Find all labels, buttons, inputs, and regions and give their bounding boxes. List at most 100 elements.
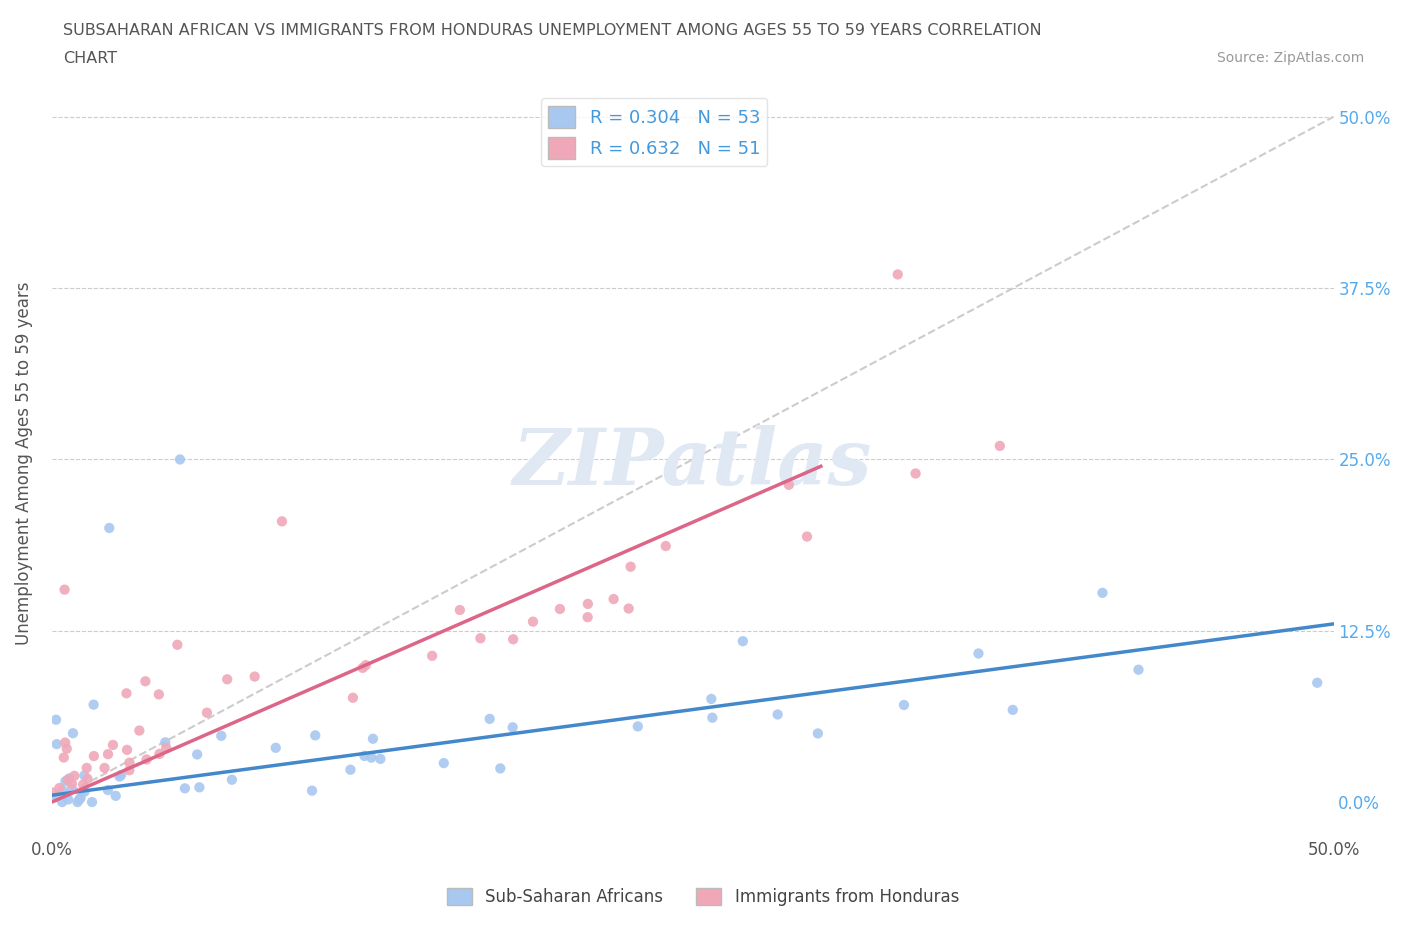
Point bbox=[370, 751, 392, 766]
Point bbox=[169, 452, 191, 467]
Point bbox=[778, 477, 800, 492]
Point bbox=[166, 637, 188, 652]
Point bbox=[101, 737, 124, 752]
Text: Source: ZipAtlas.com: Source: ZipAtlas.com bbox=[1216, 51, 1364, 65]
Point bbox=[188, 780, 211, 795]
Point bbox=[110, 767, 132, 782]
Point bbox=[80, 794, 103, 809]
Point bbox=[489, 761, 512, 776]
Point bbox=[1306, 675, 1329, 690]
Point bbox=[700, 692, 723, 707]
Point bbox=[66, 794, 89, 809]
Point bbox=[55, 741, 77, 756]
Point bbox=[967, 646, 990, 661]
Point bbox=[52, 751, 75, 765]
Point bbox=[108, 769, 131, 784]
Point bbox=[60, 777, 83, 791]
Point bbox=[301, 783, 323, 798]
Point bbox=[56, 792, 79, 807]
Point bbox=[44, 790, 66, 804]
Point bbox=[576, 610, 599, 625]
Point bbox=[51, 794, 73, 809]
Point bbox=[354, 658, 377, 672]
Point bbox=[620, 559, 643, 574]
Point bbox=[83, 698, 105, 712]
Text: SUBSAHARAN AFRICAN VS IMMIGRANTS FROM HONDURAS UNEMPLOYMENT AMONG AGES 55 TO 59 : SUBSAHARAN AFRICAN VS IMMIGRANTS FROM HO… bbox=[63, 23, 1042, 38]
Point bbox=[1091, 585, 1114, 600]
Point bbox=[433, 756, 456, 771]
Point bbox=[148, 687, 170, 702]
Point bbox=[904, 466, 927, 481]
Point bbox=[58, 771, 80, 786]
Point bbox=[76, 771, 98, 786]
Point bbox=[97, 747, 120, 762]
Point bbox=[478, 711, 501, 726]
Point bbox=[807, 726, 830, 741]
Point bbox=[1001, 702, 1024, 717]
Point bbox=[67, 792, 90, 807]
Y-axis label: Unemployment Among Ages 55 to 59 years: Unemployment Among Ages 55 to 59 years bbox=[15, 281, 32, 644]
Point bbox=[53, 735, 76, 750]
Point bbox=[173, 781, 195, 796]
Point bbox=[352, 660, 374, 675]
Point bbox=[135, 752, 157, 767]
Point bbox=[97, 782, 120, 797]
Point bbox=[62, 725, 84, 740]
Text: CHART: CHART bbox=[63, 51, 117, 66]
Point bbox=[502, 720, 524, 735]
Point bbox=[353, 749, 375, 764]
Point bbox=[339, 763, 361, 777]
Point bbox=[128, 724, 150, 738]
Legend: R = 0.304   N = 53, R = 0.632   N = 51: R = 0.304 N = 53, R = 0.632 N = 51 bbox=[541, 99, 768, 166]
Point bbox=[104, 789, 127, 804]
Point bbox=[118, 755, 141, 770]
Point bbox=[118, 763, 141, 777]
Point bbox=[576, 596, 599, 611]
Point bbox=[655, 538, 678, 553]
Point bbox=[155, 740, 177, 755]
Point bbox=[148, 747, 170, 762]
Point bbox=[93, 761, 115, 776]
Point bbox=[502, 631, 524, 646]
Point bbox=[53, 582, 76, 597]
Point bbox=[893, 698, 915, 712]
Point bbox=[470, 631, 492, 645]
Point bbox=[45, 737, 67, 751]
Point bbox=[361, 731, 384, 746]
Point bbox=[63, 768, 86, 783]
Point bbox=[134, 674, 156, 689]
Point bbox=[48, 780, 70, 795]
Point bbox=[988, 438, 1011, 453]
Point bbox=[342, 690, 364, 705]
Point bbox=[617, 601, 640, 616]
Point bbox=[186, 747, 208, 762]
Point bbox=[602, 591, 624, 606]
Point bbox=[69, 790, 91, 805]
Point bbox=[522, 614, 544, 629]
Point bbox=[73, 768, 96, 783]
Point bbox=[766, 707, 789, 722]
Point bbox=[548, 602, 571, 617]
Point bbox=[72, 777, 94, 792]
Point bbox=[98, 521, 121, 536]
Point bbox=[41, 785, 63, 800]
Point bbox=[115, 686, 138, 701]
Point bbox=[221, 772, 243, 787]
Point bbox=[56, 772, 79, 787]
Point bbox=[271, 514, 294, 529]
Point bbox=[304, 728, 326, 743]
Point bbox=[51, 783, 73, 798]
Point bbox=[195, 705, 218, 720]
Point bbox=[115, 742, 138, 757]
Text: ZIPatlas: ZIPatlas bbox=[513, 425, 872, 501]
Point bbox=[886, 267, 908, 282]
Point bbox=[55, 774, 77, 789]
Point bbox=[627, 719, 650, 734]
Point bbox=[243, 669, 266, 684]
Point bbox=[360, 751, 382, 765]
Point bbox=[420, 648, 443, 663]
Legend: Sub-Saharan Africans, Immigrants from Honduras: Sub-Saharan Africans, Immigrants from Ho… bbox=[440, 881, 966, 912]
Point bbox=[45, 712, 67, 727]
Point bbox=[264, 740, 287, 755]
Point bbox=[83, 749, 105, 764]
